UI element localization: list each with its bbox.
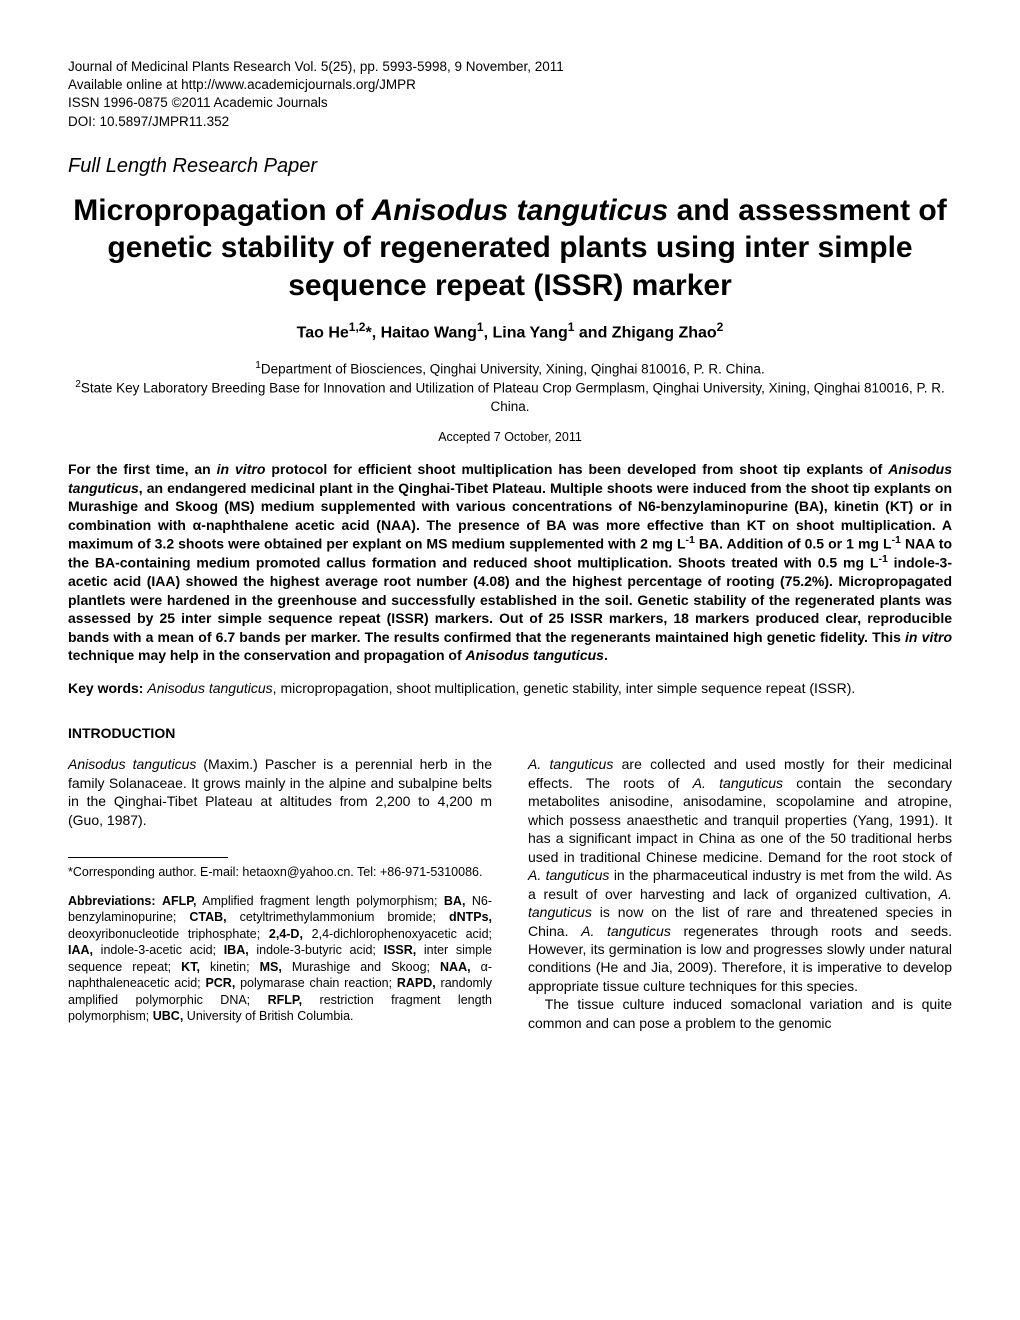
corresponding-author: *Corresponding author. E-mail: hetaoxn@y…: [68, 864, 492, 881]
accepted-date: Accepted 7 October, 2011: [68, 430, 952, 444]
abstract-text: For the first time, an in vitro protocol…: [68, 460, 952, 664]
title-species: Anisodus tanguticus: [372, 194, 669, 227]
affiliations-block: 1Department of Biosciences, Qinghai Univ…: [68, 359, 952, 417]
title-pre: Micropropagation of: [73, 194, 371, 227]
keywords-species: Anisodus tanguticus: [147, 680, 272, 696]
authors-line: Tao He1,2*, Haitao Wang1, Lina Yang1 and…: [68, 320, 952, 342]
abs-b: in vitro: [217, 461, 266, 477]
affiliation-2: 2State Key Laboratory Breeding Base for …: [68, 378, 952, 416]
right-column: A. tanguticus are collected and used mos…: [528, 755, 952, 1032]
introduction-heading: INTRODUCTION: [68, 725, 952, 741]
abs-l: in vitro: [905, 629, 952, 645]
abs-c: protocol for efficient shoot multiplicat…: [265, 461, 888, 477]
left-column: Anisodus tanguticus (Maxim.) Pascher is …: [68, 755, 492, 1032]
page-container: Journal of Medicinal Plants Research Vol…: [0, 0, 1020, 1072]
col2-a: A. tanguticus: [528, 756, 613, 772]
footnote-rule: [68, 857, 228, 858]
keywords-label: Key words:: [68, 680, 143, 696]
abs-m: technique may help in the conservation a…: [68, 647, 466, 663]
paper-type-label: Full Length Research Paper: [68, 155, 952, 178]
col2-i: A. tanguticus: [581, 923, 671, 939]
intro-paragraph-right-2: The tissue culture induced somaclonal va…: [528, 995, 952, 1032]
abs-o: .: [604, 647, 608, 663]
abbreviations-block: Abbreviations: AFLP, Amplified fragment …: [68, 893, 492, 1025]
journal-header: Journal of Medicinal Plants Research Vol…: [68, 58, 952, 131]
paper-title: Micropropagation of Anisodus tanguticus …: [68, 192, 952, 305]
col1-a: Anisodus tanguticus: [68, 756, 196, 772]
affiliation-1-text: Department of Biosciences, Qinghai Unive…: [261, 361, 765, 376]
journal-line-1: Journal of Medicinal Plants Research Vol…: [68, 58, 952, 76]
col2-c: A. tanguticus: [693, 775, 783, 791]
journal-line-3: ISSN 1996-0875 ©2011 Academic Journals: [68, 94, 952, 112]
intro-paragraph-1: Anisodus tanguticus (Maxim.) Pascher is …: [68, 755, 492, 829]
abs-n: Anisodus tanguticus: [466, 647, 604, 663]
journal-line-2: Available online at http://www.academicj…: [68, 76, 952, 94]
affiliation-2-text: State Key Laboratory Breeding Base for I…: [81, 381, 945, 414]
keywords-line: Key words: Anisodus tanguticus, micropro…: [68, 679, 952, 697]
abs-a: For the first time, an: [68, 461, 217, 477]
two-column-body: Anisodus tanguticus (Maxim.) Pascher is …: [68, 755, 952, 1032]
abs-j: -1: [878, 553, 887, 565]
journal-line-4: DOI: 10.5897/JMPR11.352: [68, 113, 952, 131]
intro-paragraph-right-1: A. tanguticus are collected and used mos…: [528, 755, 952, 995]
abs-f: -1: [686, 534, 695, 546]
abs-h: -1: [892, 534, 901, 546]
abs-g: BA. Addition of 0.5 or 1 mg L: [695, 536, 892, 552]
affiliation-1: 1Department of Biosciences, Qinghai Univ…: [68, 359, 952, 379]
col2-e: A. tanguticus: [528, 867, 609, 883]
keywords-rest: , micropropagation, shoot multiplication…: [273, 680, 856, 696]
